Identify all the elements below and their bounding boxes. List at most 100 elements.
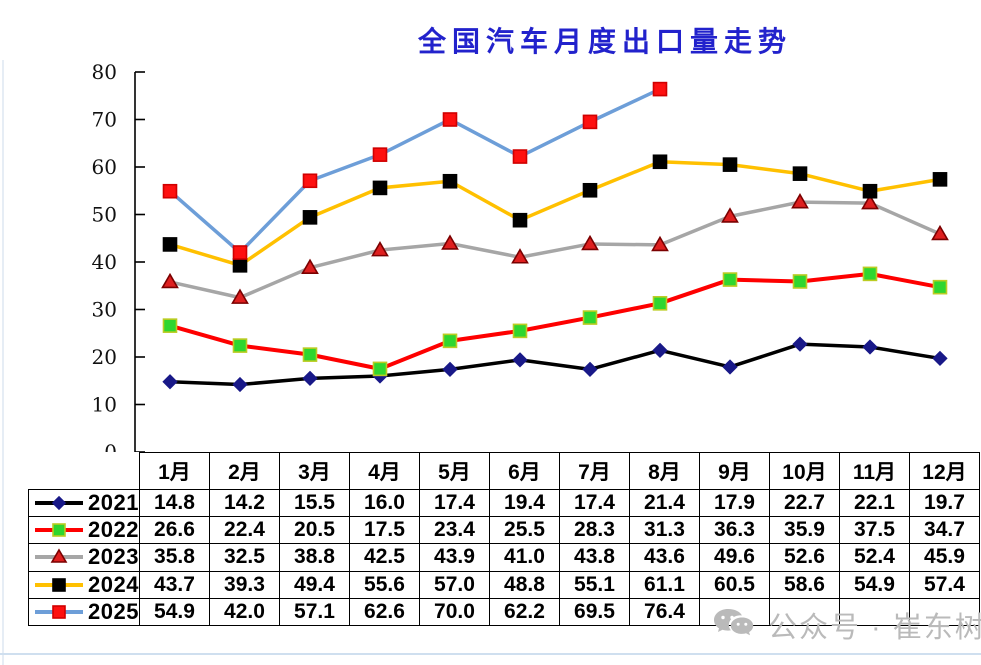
data-point-2024-11月 [862, 183, 878, 199]
value-cell-2024-8月: 61.1 [628, 570, 700, 599]
data-point-2025-4月 [372, 147, 388, 162]
value-cell-2023-6月: 41.0 [488, 543, 560, 572]
table-row-2021: 2021 14.8 14.2 15.5 16.0 17.4 19.4 17.4 21.4 17.9… [28, 488, 980, 518]
series-line-2025 [168, 87, 662, 255]
value-cell-2025-5月: 70.0 [418, 597, 490, 626]
legend-cell-2024: 2024 [28, 570, 140, 599]
value-cell-2021-4月: 16.0 [348, 488, 420, 518]
y-axis-label: 80 [92, 60, 117, 84]
data-point-2023-9月 [721, 207, 739, 223]
value-cell-2024-9月: 60.5 [698, 570, 770, 599]
data-point-2021-1月 [162, 374, 178, 390]
month-header-cell: 12月 [908, 452, 980, 490]
data-table: 1月 2月 3月 4月 5月 6月 7月 8月 9月 10月 11月 12月 2021 14.8 14.2 1… [28, 452, 980, 626]
value-cell-2021-2月: 14.2 [208, 488, 280, 518]
month-header-cell: 8月 [628, 452, 700, 490]
series-line-2023 [168, 200, 942, 300]
value-cell-2022-4月: 17.5 [348, 516, 420, 545]
data-point-2023-4月 [371, 241, 389, 257]
value-cell-2024-2月: 39.3 [208, 570, 280, 599]
value-cell-2022-7月: 28.3 [558, 516, 630, 545]
table-row-2025: 2025 54.9 42.0 57.1 62.6 70.0 62.2 69.5 76.4 [28, 597, 980, 626]
legend-marker-2022 [52, 523, 66, 538]
data-point-2021-7月 [582, 361, 598, 377]
y-axis-label: 30 [92, 298, 117, 322]
data-point-2022-11月 [862, 266, 878, 282]
data-point-2022-3月 [302, 347, 318, 362]
series-line-2024 [168, 160, 942, 268]
legend-sample-2022 [35, 523, 83, 538]
year-label: 2024 [88, 571, 139, 597]
value-cell-2024-11月: 54.9 [838, 570, 910, 599]
data-point-2024-2月 [232, 258, 248, 273]
chart-title: 全国汽车月度出口量走势 [417, 25, 792, 58]
wechat-icon [714, 609, 754, 636]
value-cell-2024-7月: 55.1 [558, 570, 630, 599]
value-cell-2022-11月: 37.5 [838, 516, 910, 545]
value-cell-2022-9月: 36.3 [698, 516, 770, 545]
table-row-2024: 2024 43.7 39.3 49.4 55.6 57.0 48.8 55.1 61.1 60.5… [28, 570, 980, 599]
value-cell-2023-11月: 52.4 [838, 543, 910, 572]
value-cell-2024-12月: 57.4 [908, 570, 980, 599]
y-axis-label: 0 [104, 440, 117, 452]
value-cell-2021-3月: 15.5 [278, 488, 350, 518]
value-cell-2023-10月: 52.6 [768, 543, 840, 572]
year-label: 2021 [88, 490, 139, 516]
month-header-cell: 11月 [838, 452, 910, 490]
value-cell-2024-6月: 48.8 [488, 570, 560, 599]
y-axis-label: 70 [92, 108, 117, 132]
value-cell-2025-2月: 42.0 [208, 597, 280, 626]
legend-sample-2021 [35, 495, 83, 511]
data-point-2023-3月 [301, 258, 319, 274]
data-point-2022-7月 [582, 310, 598, 325]
data-point-2021-8月 [652, 342, 668, 358]
data-point-2022-6月 [512, 323, 528, 339]
data-point-2024-6月 [512, 212, 528, 228]
data-point-2024-1月 [162, 237, 178, 252]
data-point-2025-7月 [582, 114, 598, 130]
table-corner-blank [29, 453, 140, 490]
data-point-2023-6月 [511, 248, 529, 264]
value-cell-2023-1月: 35.8 [138, 543, 210, 572]
data-point-2024-3月 [302, 210, 318, 225]
value-cell-2025-7月: 69.5 [558, 597, 630, 626]
data-point-2023-5月 [441, 234, 459, 250]
page-bottom-border [0, 653, 981, 655]
page-left-border [2, 60, 4, 665]
legend-marker-2025 [52, 605, 66, 619]
year-label: 2022 [88, 517, 139, 543]
legend-sample-2024 [35, 577, 83, 592]
data-point-2022-1月 [162, 318, 178, 333]
month-header-cell: 2月 [208, 452, 280, 490]
export-trend-line-chart: 0 10 20 30 40 50 60 70 80 [92, 60, 949, 452]
value-cell-2021-8月: 21.4 [628, 488, 700, 518]
value-cell-2023-8月: 43.6 [628, 543, 700, 572]
data-point-2021-6月 [512, 352, 528, 368]
value-cell-2023-7月: 43.8 [558, 543, 630, 572]
data-point-2025-5月 [442, 112, 458, 127]
table-row-2022: 2022 26.6 22.4 20.5 17.5 23.4 25.5 28.3 31.3 36.3… [28, 516, 980, 545]
y-axis-label: 40 [92, 250, 117, 274]
data-point-2023-2月 [231, 288, 249, 304]
value-cell-2021-12月: 19.7 [908, 488, 980, 518]
y-axis-label: 20 [92, 345, 117, 369]
value-cell-2024-1月: 43.7 [138, 570, 210, 599]
value-cell-2021-6月: 19.4 [488, 488, 560, 518]
year-label: 2023 [88, 544, 139, 570]
value-cell-2024-5月: 57.0 [418, 570, 490, 599]
month-header-cell: 4月 [348, 452, 420, 490]
value-cell-2023-2月: 32.5 [208, 543, 280, 572]
data-point-2022-9月 [722, 272, 738, 287]
value-cell-2022-1月: 26.6 [138, 516, 210, 545]
month-header-cell: 7月 [558, 452, 630, 490]
year-label: 2025 [88, 598, 139, 624]
y-axis-label: 10 [92, 393, 117, 417]
data-point-2024-9月 [722, 157, 738, 172]
data-point-2021-3月 [302, 370, 318, 387]
month-header-cell: 3月 [278, 452, 350, 490]
data-point-2024-4月 [372, 180, 388, 196]
data-point-2021-9月 [722, 359, 738, 375]
data-point-2025-3月 [302, 173, 318, 189]
legend-cell-2023: 2023 [28, 543, 140, 572]
